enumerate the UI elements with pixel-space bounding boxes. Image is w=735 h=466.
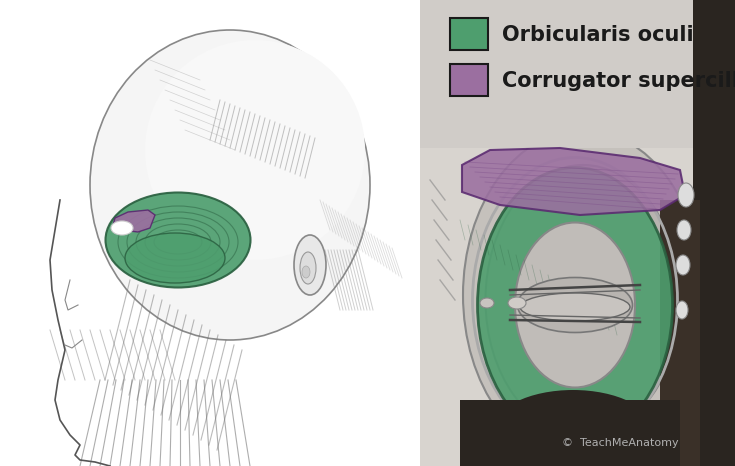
Bar	[0, 0, 420, 466]
Ellipse shape	[294, 235, 326, 295]
Text: ©  TeachMeAnatomy: © TeachMeAnatomy	[562, 438, 678, 448]
Ellipse shape	[125, 233, 225, 283]
Ellipse shape	[480, 298, 494, 308]
Bar	[460, 400, 680, 466]
Ellipse shape	[677, 220, 691, 240]
Ellipse shape	[145, 40, 365, 260]
Text: Orbicularis oculi: Orbicularis oculi	[502, 25, 694, 45]
Bar	[693, 0, 735, 466]
Ellipse shape	[520, 293, 630, 321]
Bar	[660, 200, 700, 466]
Ellipse shape	[111, 221, 133, 235]
Ellipse shape	[517, 277, 633, 333]
Bar	[450, 64, 488, 96]
Ellipse shape	[106, 192, 251, 288]
Ellipse shape	[300, 252, 316, 284]
Bar	[420, 0, 735, 466]
Ellipse shape	[676, 301, 688, 319]
Ellipse shape	[478, 167, 673, 443]
Polygon shape	[113, 210, 155, 232]
Bar	[450, 18, 488, 50]
Ellipse shape	[508, 297, 526, 309]
Ellipse shape	[493, 390, 653, 466]
Polygon shape	[462, 148, 685, 215]
Ellipse shape	[486, 165, 681, 435]
Ellipse shape	[90, 30, 370, 340]
Text: Corrugator supercilli: Corrugator supercilli	[502, 71, 735, 91]
Ellipse shape	[515, 222, 635, 388]
Bar	[420, 0, 700, 148]
Ellipse shape	[463, 130, 703, 460]
Ellipse shape	[678, 183, 694, 207]
Ellipse shape	[302, 266, 310, 278]
Ellipse shape	[676, 255, 690, 275]
